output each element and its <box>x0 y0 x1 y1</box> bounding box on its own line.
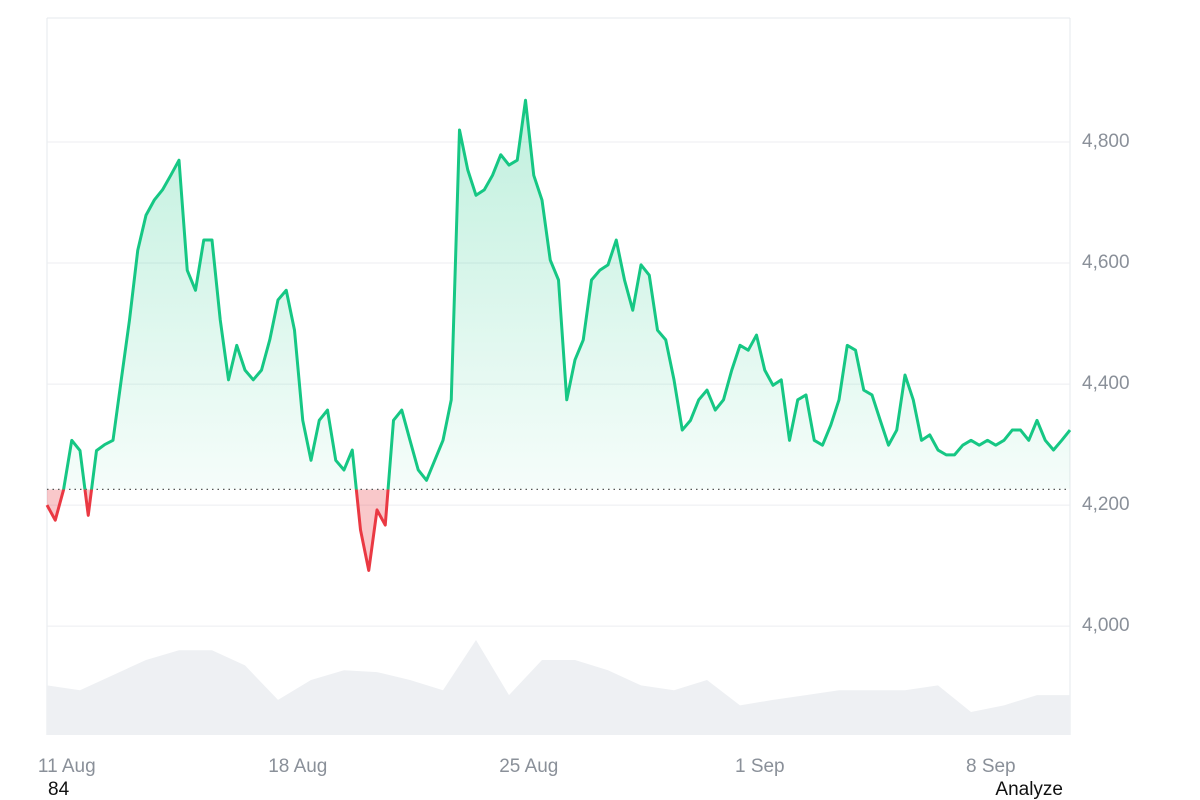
y-tick-label: 4,200 <box>1082 494 1130 515</box>
y-tick-label: 4,000 <box>1082 615 1130 636</box>
x-tick-label: 1 Sep <box>735 756 785 777</box>
x-tick-label: 18 Aug <box>268 756 327 777</box>
y-tick-label: 4,400 <box>1082 373 1130 394</box>
x-tick-label: 11 Aug <box>38 756 96 777</box>
footer-right[interactable]: Analyze <box>995 779 1063 800</box>
x-tick-label: 25 Aug <box>499 756 558 777</box>
price-line <box>45 98 1072 572</box>
price-area <box>47 100 1070 571</box>
y-tick-label: 4,800 <box>1082 131 1130 152</box>
x-tick-label: 8 Sep <box>966 756 1016 777</box>
volume-area <box>47 640 1070 735</box>
y-tick-label: 4,600 <box>1082 252 1130 273</box>
footer-left: 84 <box>48 779 70 800</box>
